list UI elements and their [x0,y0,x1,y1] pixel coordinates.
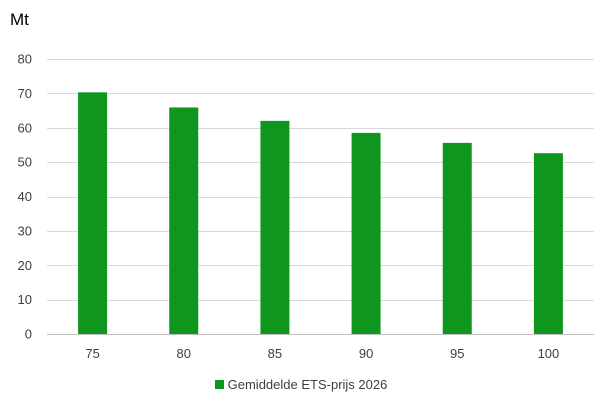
bar-80 [169,107,199,334]
y-tick-label: 70 [18,86,32,101]
y-axis-unit-label: Mt [10,10,29,29]
x-tick-label: 100 [538,346,560,361]
y-tick-label: 10 [18,292,32,307]
y-tick-label: 20 [18,258,32,273]
x-tick-label: 95 [450,346,464,361]
x-tick-label: 80 [177,346,191,361]
bars [78,92,563,334]
gridlines [47,59,594,335]
bar-95 [442,142,472,334]
x-tick-label: 85 [268,346,282,361]
y-tick-label: 80 [18,52,32,67]
legend-swatch [214,380,224,389]
y-tick-label: 60 [18,120,32,135]
y-tick-label: 50 [18,155,32,170]
bar-85 [260,120,290,334]
y-tick-label: 40 [18,189,32,204]
y-tick-label: 0 [25,327,32,342]
y-axis-ticks: 0 10 20 30 40 50 60 70 80 [18,52,32,342]
legend: Gemiddelde ETS-prijs 2026 [0,377,602,392]
x-tick-label: 75 [85,346,99,361]
legend-label: Gemiddelde ETS-prijs 2026 [227,377,388,392]
x-axis-ticks: 75 80 85 90 95 100 [85,346,559,361]
bar-75 [78,92,108,334]
x-tick-label: 90 [359,346,373,361]
bar-100 [533,153,563,334]
bar-90 [351,132,381,334]
y-tick-label: 30 [18,223,32,238]
